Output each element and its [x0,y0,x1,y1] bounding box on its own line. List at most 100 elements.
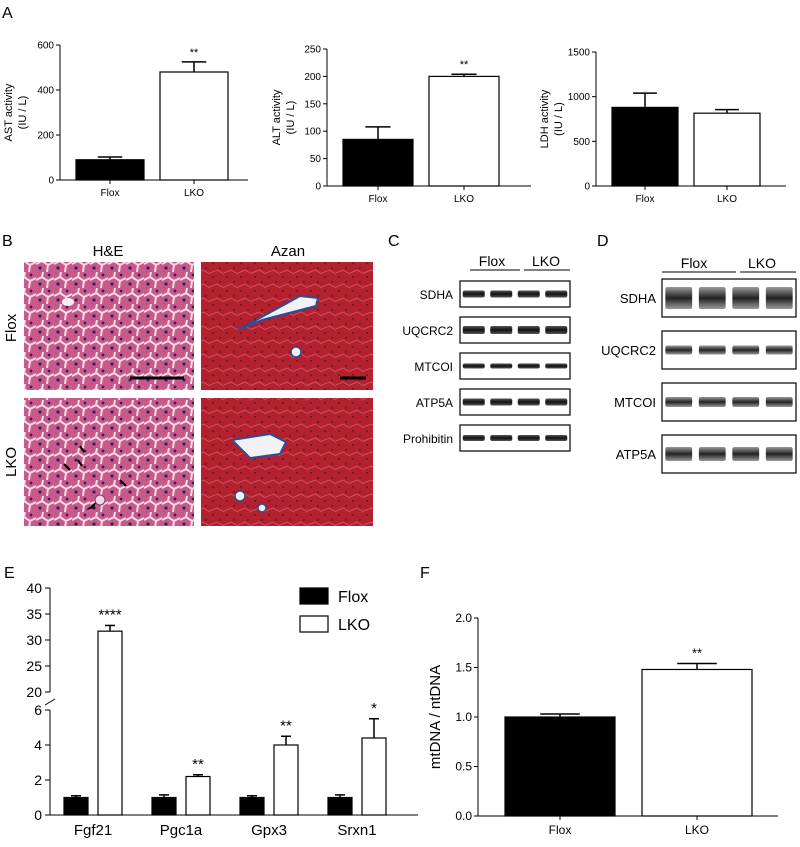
portal-vein [237,294,320,331]
y-tick-label: 25 [26,658,42,674]
y-tick-label: 50 [310,154,322,165]
band [462,326,485,334]
legend-label-flox: Flox [338,589,368,606]
band [517,363,540,369]
band [665,447,693,461]
band [698,397,726,407]
band-label: UQCRC2 [601,343,656,358]
band [698,287,726,309]
significance-label: ** [460,59,469,71]
panel-letter-a: A [2,5,13,22]
panel-letter-b: B [2,233,13,250]
arrow [86,502,96,510]
y-tick-label: 600 [37,41,54,52]
bar-lko [159,71,229,181]
band [665,397,693,407]
x-tick-label: LKO [717,194,737,205]
band [517,326,540,334]
band [490,290,513,298]
bar-flox-srxn1 [327,796,353,816]
band-label: UQCRC2 [402,324,453,338]
y-tick-label: 2 [34,772,42,788]
blot-c-group-flox: Flox [479,253,505,269]
chart-gene-expression: 0 2 4 6 20 25 30 35 40 **** Fgf21 ** Pgc1a ** Gpx3 * Srx… [26,580,418,839]
bar-lko [693,112,761,187]
legend-swatch-flox [299,587,329,605]
band [545,290,568,298]
significance-label: * [371,700,377,717]
y-axis-unit: (IU / L) [553,102,565,136]
western-blot-c: Flox LKO SDHA UQCRC2 MTCOI ATP5A Prohibitin [402,253,571,452]
x-tick-label: LKO [184,188,204,199]
chart-alt: 0 50 100 150 200 250 Flox LKO ** ALT activity (IU … [271,45,531,205]
panel-letter-d: D [597,233,609,250]
band [665,287,693,309]
y-tick-label: 500 [573,137,590,148]
band [517,435,540,441]
y-tick-label: 100 [304,127,321,138]
histology-image-he-lko [24,398,194,526]
y-axis-label: ALT activity [271,89,283,145]
portal-vein [229,432,288,460]
band [765,345,793,355]
bar-flox [342,138,414,187]
x-tick-label: LKO [454,194,474,205]
band-label: MTCOI [614,395,656,410]
bar-flox [75,159,145,181]
bar-lko-srxn1 [361,737,387,816]
band [517,290,540,298]
x-tick-label: Flox [636,194,655,205]
band [545,363,568,369]
band [732,397,760,407]
axis-break [44,698,56,706]
y-axis-unit: (IU / L) [17,96,29,130]
bar-flox-fgf21 [63,796,89,816]
band-label: SDHA [420,288,453,302]
chart-ast: 0 200 400 600 Flox LKO ** AST activity (IU / L) [3,41,248,199]
y-tick-label: 2.0 [455,611,472,625]
band-label: ATP5A [416,396,453,410]
histology-row-label-lko: LKO [3,447,20,477]
blot-d-group-flox: Flox [681,255,707,271]
y-tick-label: 40 [26,580,42,596]
y-tick-label: 4 [34,737,42,753]
y-tick-label: 200 [304,72,321,83]
band [732,447,760,461]
y-tick-label: 250 [304,45,321,56]
western-blot-d: Flox LKO SDHA UQCRC2 MTCOI ATP5A [601,255,797,474]
x-tick-label: Flox [549,823,572,837]
band [732,287,760,309]
band [765,287,793,309]
y-tick-label: 1500 [568,48,591,59]
band [545,435,568,441]
y-tick-label: 1.5 [455,661,472,675]
histology-col-label-azan: Azan [271,243,305,260]
x-tick-label: Gpx3 [251,822,287,839]
y-axis-unit: (IU / L) [285,101,297,135]
y-tick-label: 0 [584,182,590,193]
histology-col-label-he: H&E [93,243,124,260]
bar-lko-pgc1a [185,775,211,816]
band [545,398,568,406]
y-tick-label: 0 [315,182,321,193]
bar-flox-pgc1a [151,796,177,816]
chart-ldh: 0 500 1000 1500 Flox LKO LDH activity (IU / L) [539,48,786,205]
blot-d-group-lko: LKO [748,255,776,271]
y-tick-label: 400 [37,86,54,97]
band-label: SDHA [620,291,656,306]
y-tick-label: 150 [304,99,321,110]
vessel-lumen [62,298,74,306]
significance-label: ** [692,646,702,661]
band [462,290,485,298]
panel-letter-e: E [4,565,15,582]
y-tick-label: 1000 [568,92,591,103]
bar-lko [428,75,500,187]
band [490,435,513,441]
legend-swatch-lko [299,615,329,633]
bar-lko [641,668,753,817]
significance-label: **** [98,606,122,623]
y-axis-label: mtDNA / ntDNA [427,665,444,769]
band [545,326,568,334]
bar-lko-fgf21 [97,630,123,816]
band [698,345,726,355]
